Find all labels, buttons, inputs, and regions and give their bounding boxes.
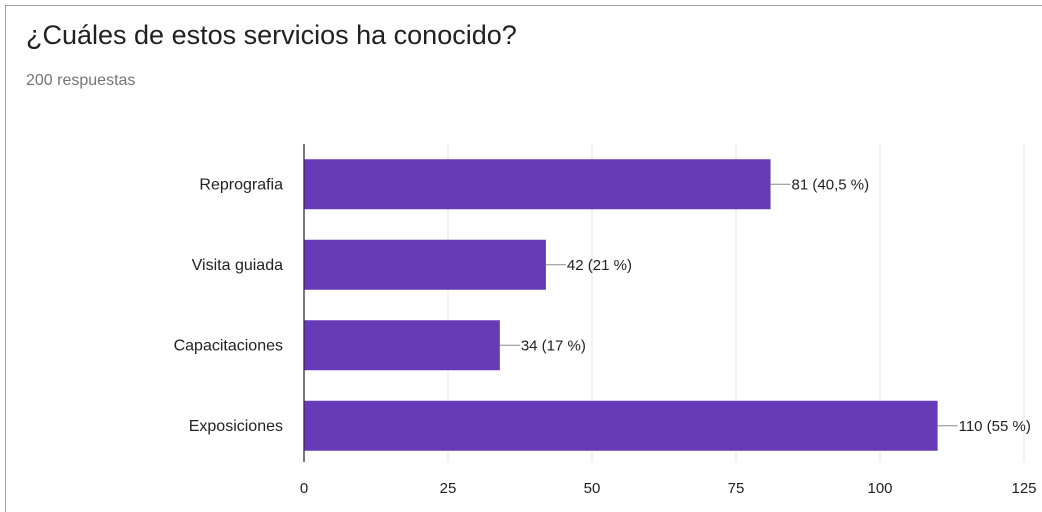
bar-0: [304, 159, 771, 210]
category-label: Reprografia: [199, 176, 283, 193]
x-tick-label: 75: [728, 480, 745, 497]
x-tick-label: 125: [1011, 480, 1036, 497]
category-label: Capacitaciones: [174, 337, 283, 354]
data-label: 110 (55 %): [959, 418, 1031, 435]
bar-3: [304, 400, 938, 451]
data-label: 81 (40,5 %): [792, 176, 870, 193]
bar-chart: 0 25 50 75 100 125 Reprografia 81 (40,5 %) Visit…: [174, 144, 1037, 497]
bar-2: [304, 320, 500, 371]
response-count: 200 respuestas: [26, 72, 136, 89]
x-tick-label: 50: [584, 480, 601, 497]
data-label: 34 (17 %): [521, 337, 586, 354]
x-tick-label: 0: [300, 480, 308, 497]
bar-1: [304, 239, 546, 290]
category-label: Exposiciones: [189, 418, 283, 435]
data-label: 42 (21 %): [567, 257, 632, 274]
x-tick-label: 100: [867, 480, 892, 497]
question-title: ¿Cuáles de estos servicios ha conocido?: [26, 20, 517, 50]
chart-card: ¿Cuáles de estos servicios ha conocido? …: [5, 5, 1042, 512]
category-label: Visita guiada: [192, 257, 283, 274]
x-tick-label: 25: [440, 480, 457, 497]
